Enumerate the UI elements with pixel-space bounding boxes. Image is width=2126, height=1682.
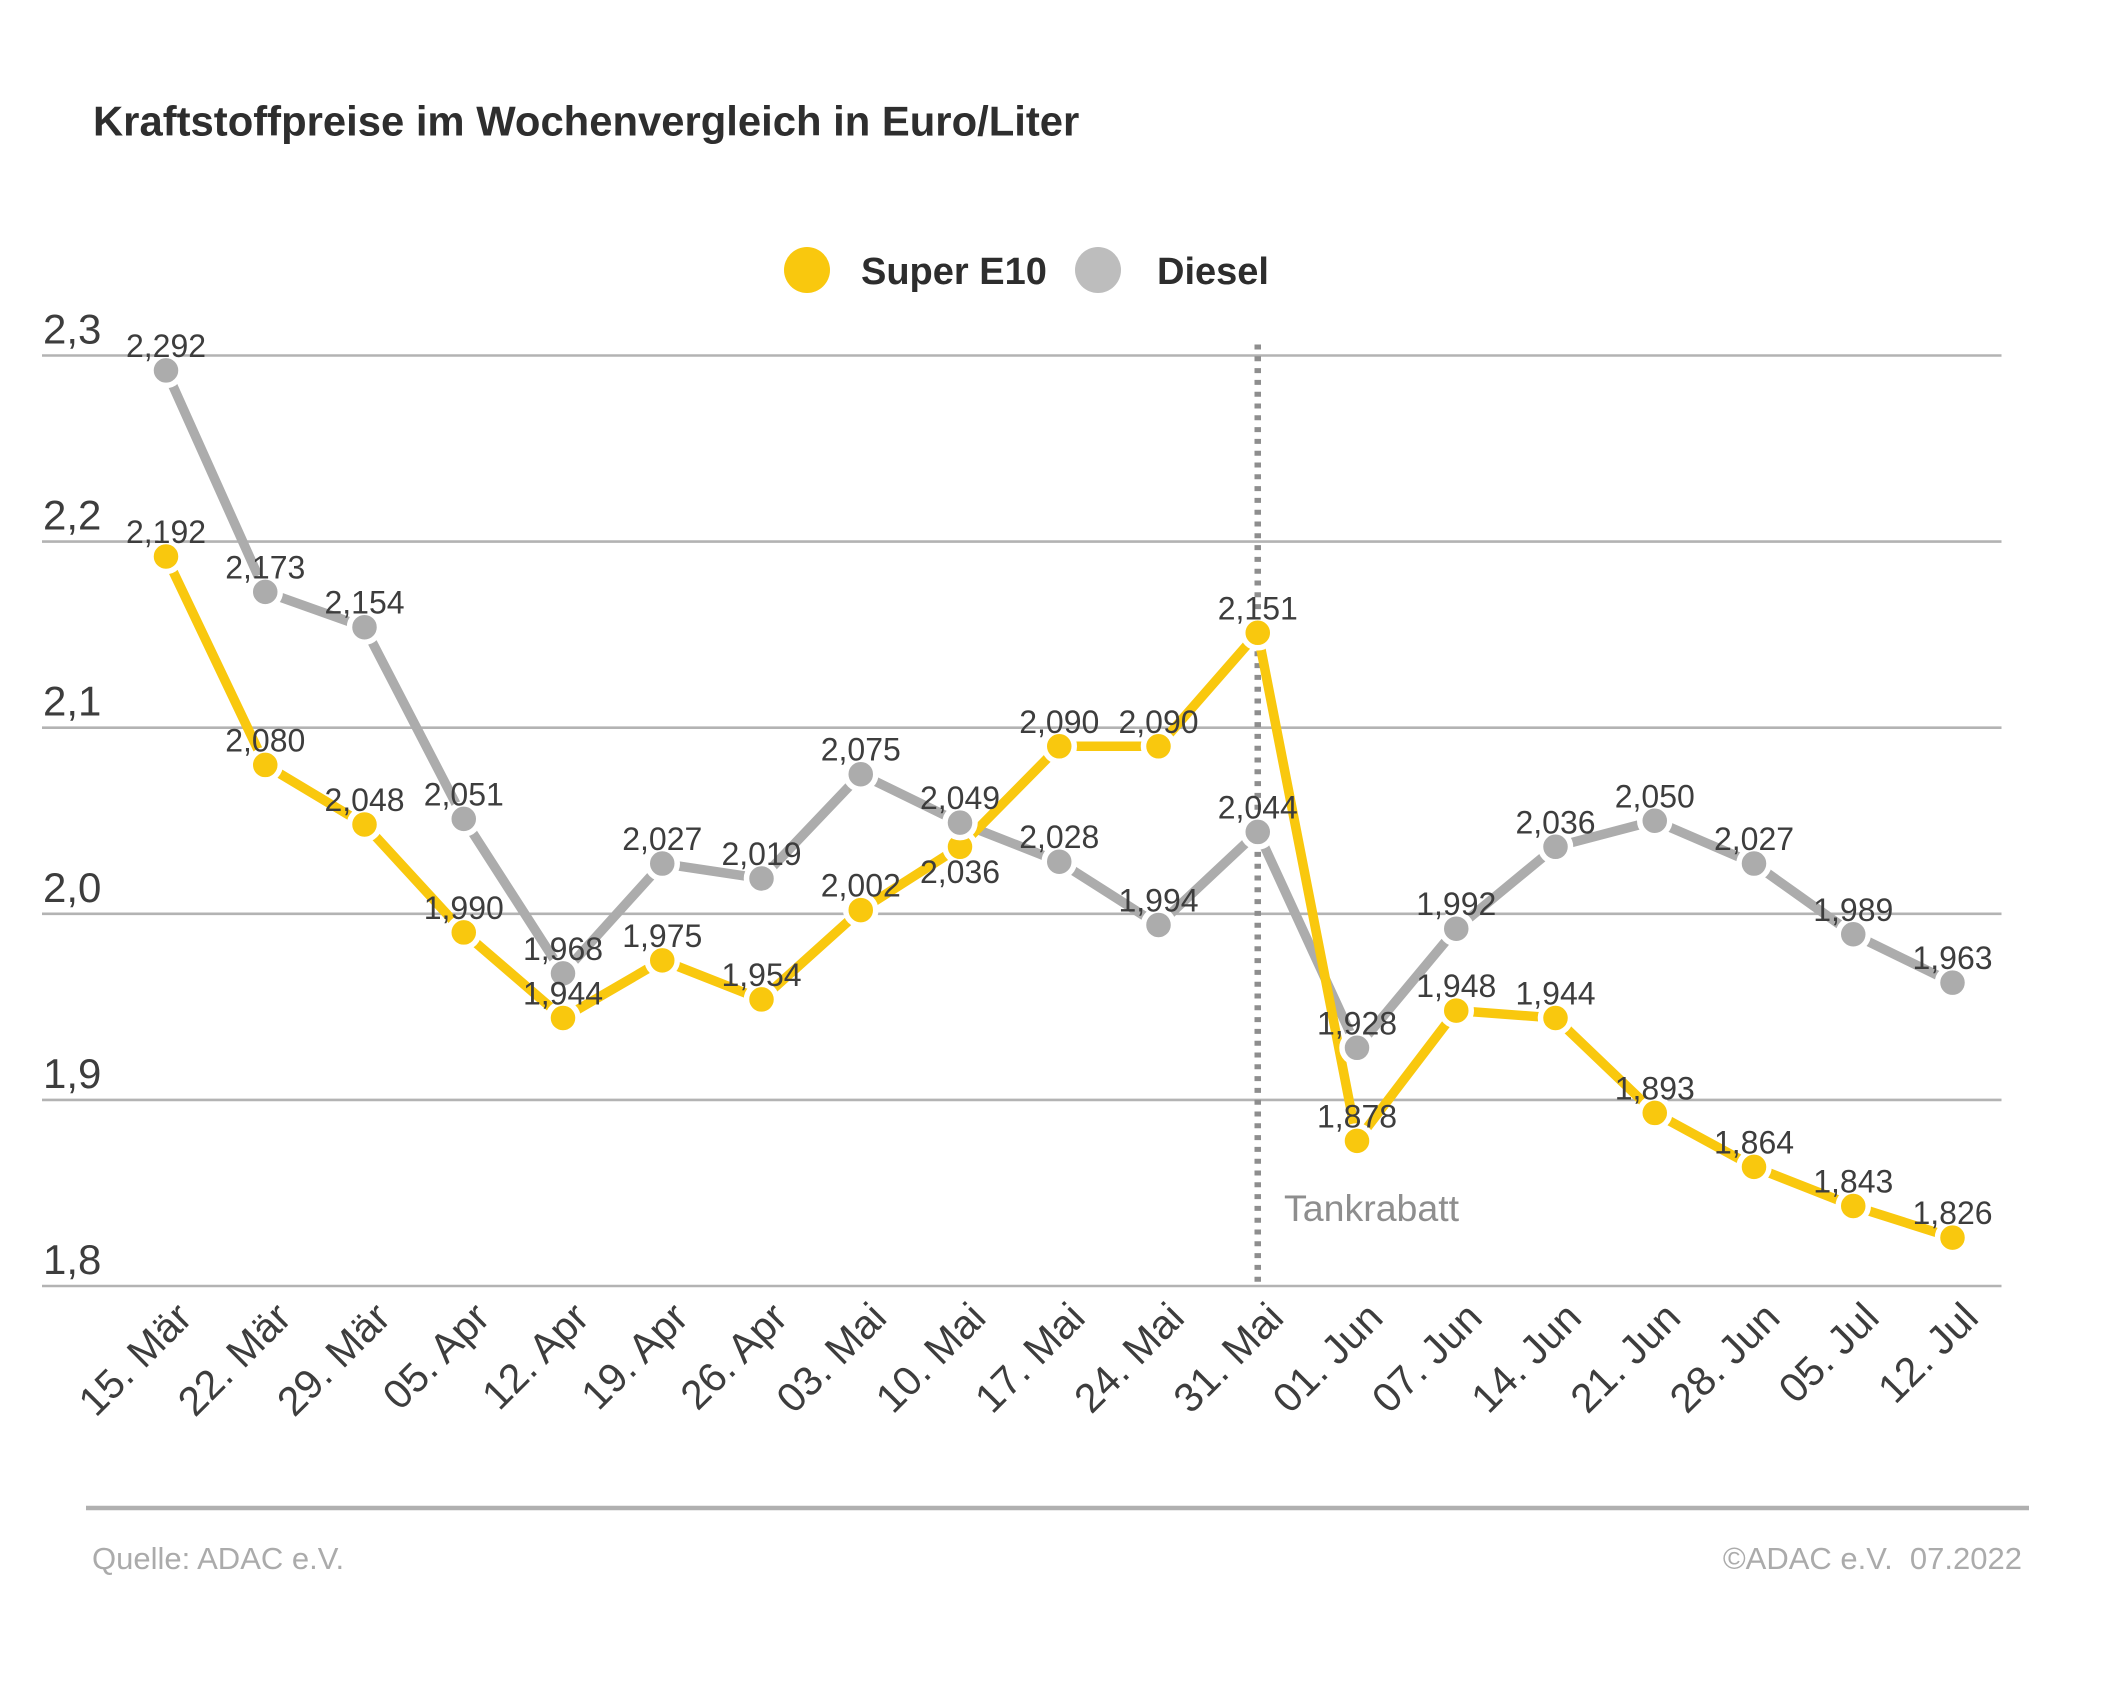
svg-text:1,990: 1,990 bbox=[424, 890, 504, 926]
svg-text:Quelle: ADAC e.V.: Quelle: ADAC e.V. bbox=[92, 1541, 344, 1576]
svg-text:1,8: 1,8 bbox=[43, 1236, 101, 1283]
svg-text:Kraftstoffpreise im Wochenverg: Kraftstoffpreise im Wochenvergleich in E… bbox=[93, 98, 1079, 145]
svg-text:2,051: 2,051 bbox=[424, 776, 504, 812]
svg-text:2,090: 2,090 bbox=[1019, 704, 1099, 740]
svg-text:2,049: 2,049 bbox=[920, 780, 1000, 816]
svg-text:Super E10: Super E10 bbox=[861, 251, 1047, 293]
svg-text:2,075: 2,075 bbox=[821, 732, 901, 768]
svg-text:2,028: 2,028 bbox=[1019, 819, 1099, 855]
svg-text:1,994: 1,994 bbox=[1118, 882, 1198, 918]
svg-text:©ADAC e.V. 07.2022: ©ADAC e.V. 07.2022 bbox=[1723, 1541, 2022, 1576]
svg-text:1,954: 1,954 bbox=[721, 957, 801, 993]
svg-text:2,292: 2,292 bbox=[126, 328, 206, 364]
svg-text:2,3: 2,3 bbox=[43, 306, 101, 353]
svg-text:1,944: 1,944 bbox=[1515, 976, 1595, 1012]
svg-text:1,975: 1,975 bbox=[622, 918, 702, 954]
svg-text:2,027: 2,027 bbox=[622, 821, 702, 857]
svg-text:1,992: 1,992 bbox=[1416, 886, 1496, 922]
svg-text:2,2: 2,2 bbox=[43, 492, 101, 539]
svg-text:2,036: 2,036 bbox=[1515, 804, 1595, 840]
svg-text:1,826: 1,826 bbox=[1912, 1195, 1992, 1231]
svg-text:2,0: 2,0 bbox=[43, 864, 101, 911]
svg-text:1,944: 1,944 bbox=[523, 976, 603, 1012]
svg-text:2,192: 2,192 bbox=[126, 514, 206, 550]
svg-text:1,989: 1,989 bbox=[1813, 892, 1893, 928]
svg-text:Diesel: Diesel bbox=[1157, 251, 1269, 293]
svg-text:2,019: 2,019 bbox=[721, 836, 801, 872]
svg-text:2,002: 2,002 bbox=[821, 868, 901, 904]
svg-text:2,036: 2,036 bbox=[920, 854, 1000, 890]
svg-text:1,864: 1,864 bbox=[1714, 1124, 1794, 1160]
svg-text:1,9: 1,9 bbox=[43, 1050, 101, 1097]
svg-text:2,1: 2,1 bbox=[43, 678, 101, 725]
svg-text:1,963: 1,963 bbox=[1912, 940, 1992, 976]
svg-text:2,080: 2,080 bbox=[225, 722, 305, 758]
svg-text:2,090: 2,090 bbox=[1118, 704, 1198, 740]
svg-text:1,928: 1,928 bbox=[1317, 1005, 1397, 1041]
svg-text:2,151: 2,151 bbox=[1218, 590, 1298, 626]
svg-text:2,048: 2,048 bbox=[324, 782, 404, 818]
svg-text:1,968: 1,968 bbox=[523, 931, 603, 967]
svg-text:2,173: 2,173 bbox=[225, 549, 305, 585]
svg-text:1,893: 1,893 bbox=[1615, 1070, 1695, 1106]
svg-text:2,154: 2,154 bbox=[324, 585, 404, 621]
svg-text:Tankrabatt: Tankrabatt bbox=[1284, 1187, 1460, 1229]
svg-text:2,050: 2,050 bbox=[1615, 778, 1695, 814]
svg-text:1,878: 1,878 bbox=[1317, 1098, 1397, 1134]
svg-text:2,044: 2,044 bbox=[1218, 789, 1298, 825]
svg-text:2,027: 2,027 bbox=[1714, 821, 1794, 857]
svg-text:1,843: 1,843 bbox=[1813, 1163, 1893, 1199]
svg-text:1,948: 1,948 bbox=[1416, 968, 1496, 1004]
